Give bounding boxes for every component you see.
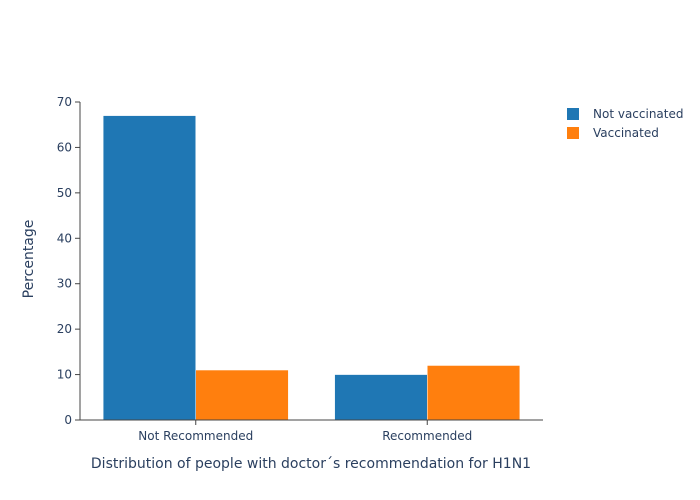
bar-vaccinated-not-recommended <box>195 369 289 421</box>
legend-label: Not vaccinated <box>593 107 684 121</box>
y-tick-label: 70 <box>57 95 72 109</box>
y-tick-label: 40 <box>57 231 72 245</box>
y-tick-label: 10 <box>57 368 72 382</box>
x-tick-label: Recommended <box>382 429 472 443</box>
legend: Not vaccinated Vaccinated <box>567 107 684 140</box>
legend-item[interactable]: Not vaccinated <box>567 107 684 121</box>
bar-vaccinated-recommended <box>427 365 521 421</box>
legend-label: Vaccinated <box>593 126 659 140</box>
y-axis-title: Percentage <box>21 220 37 299</box>
bar-not-vaccinated-recommended <box>334 374 428 421</box>
y-tick-label: 30 <box>57 277 72 291</box>
x-axis-title: Distribution of people with doctor´s rec… <box>91 456 531 472</box>
x-tick-label: Not Recommended <box>138 429 253 443</box>
bar-not-vaccinated-not-recommended <box>102 115 196 421</box>
y-axis-ticks: 0 10 20 30 40 50 60 70 <box>57 95 80 427</box>
y-tick-label: 0 <box>64 413 72 427</box>
y-tick-label: 20 <box>57 322 72 336</box>
legend-item[interactable]: Vaccinated <box>567 126 659 140</box>
y-tick-label: 50 <box>57 186 72 200</box>
legend-swatch <box>567 127 579 139</box>
legend-swatch <box>567 108 579 120</box>
y-tick-label: 60 <box>57 140 72 154</box>
bars-group <box>102 115 521 421</box>
x-axis-ticks: Not Recommended Recommended <box>138 420 472 443</box>
